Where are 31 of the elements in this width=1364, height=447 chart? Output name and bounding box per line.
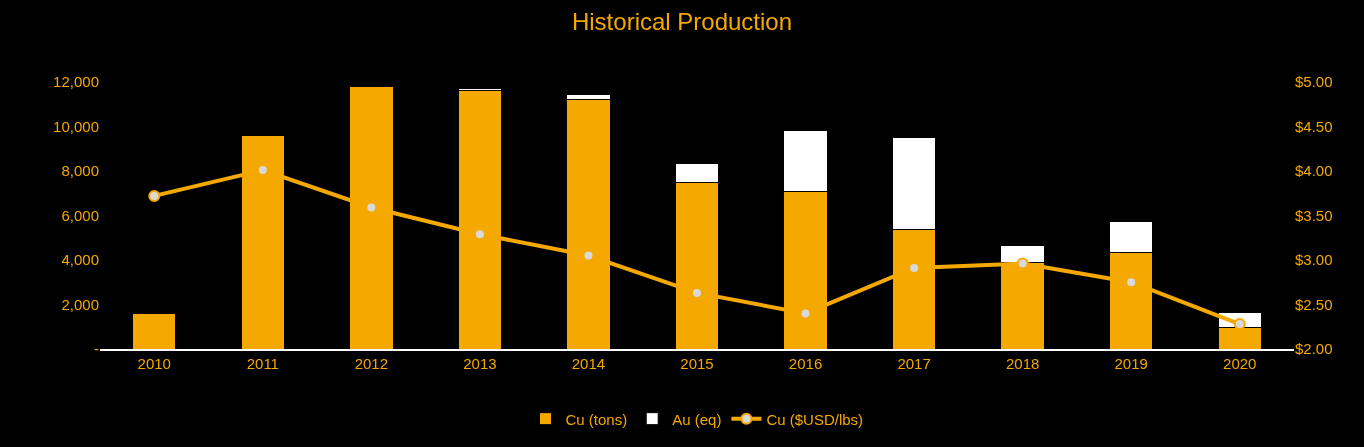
x-tick-label: 2012	[354, 355, 389, 372]
x-tick-label: 2020	[1223, 355, 1257, 372]
y-tick-label: 8,000	[61, 162, 99, 180]
x-tick-label: 2019	[1114, 355, 1148, 372]
y2-tick-label: $4.00	[1295, 162, 1333, 180]
y2-tick-label: $5.00	[1295, 73, 1333, 91]
x-tick-label: 2017	[897, 355, 931, 372]
legend-label: Au (eq)	[672, 410, 722, 428]
bar	[132, 312, 177, 349]
y2-tick-label: $4.50	[1295, 117, 1333, 135]
legend-label: Cu ($USD/lbs)	[766, 410, 864, 428]
y2-tick-label: $3.00	[1295, 251, 1333, 269]
x-tick-label: 2011	[246, 355, 279, 372]
x-tick-label: 2010	[137, 355, 171, 372]
x-tick-label: 2014	[571, 355, 606, 372]
y2-tick-label: $2.50	[1295, 295, 1333, 313]
y-tick-label: 2,000	[61, 295, 99, 313]
point	[148, 189, 161, 202]
y-tick-label: 12,000	[53, 73, 99, 91]
y-tick-label: 10,000	[53, 117, 99, 135]
x-tick-label: 2013	[463, 355, 497, 372]
y-tick-label: -	[94, 340, 99, 358]
y2-tick-label: $3.50	[1295, 206, 1333, 224]
y2-tick-label: $2.00	[1295, 340, 1333, 358]
x-tick-label: 2016	[788, 355, 823, 372]
y-tick-label: 6,000	[61, 206, 99, 224]
y-tick-label: 4,000	[61, 251, 99, 269]
x-tick-label: 2018	[1005, 355, 1040, 372]
legend-label: Cu (tons)	[565, 410, 628, 428]
x-tick-label: 2015	[680, 355, 714, 372]
chart-title: Historical Production	[571, 8, 793, 36]
